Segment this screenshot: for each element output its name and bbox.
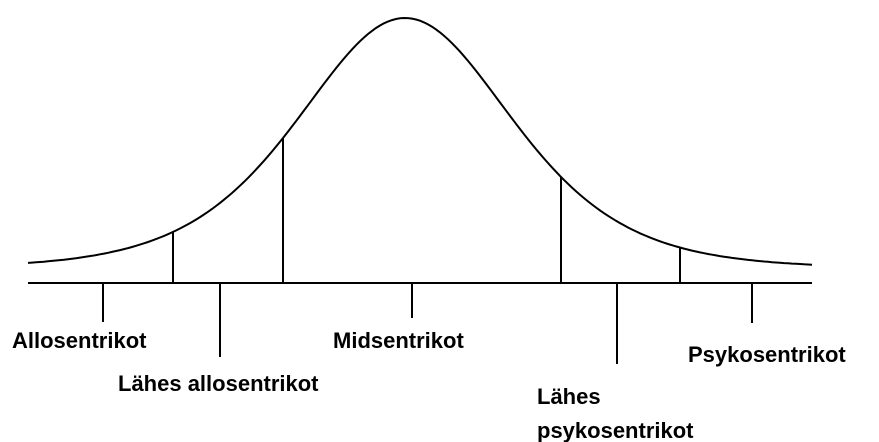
label: psykosentrikot — [537, 418, 694, 442]
label: Midsentrikot — [333, 328, 464, 353]
label: Lähes allosentrikot — [118, 371, 319, 396]
bell-curve — [27, 16, 813, 266]
dividers — [172, 137, 681, 283]
label: Lähes — [537, 384, 601, 409]
label: Allosentrikot — [12, 328, 147, 353]
label: Psykosentrikot — [688, 342, 846, 367]
